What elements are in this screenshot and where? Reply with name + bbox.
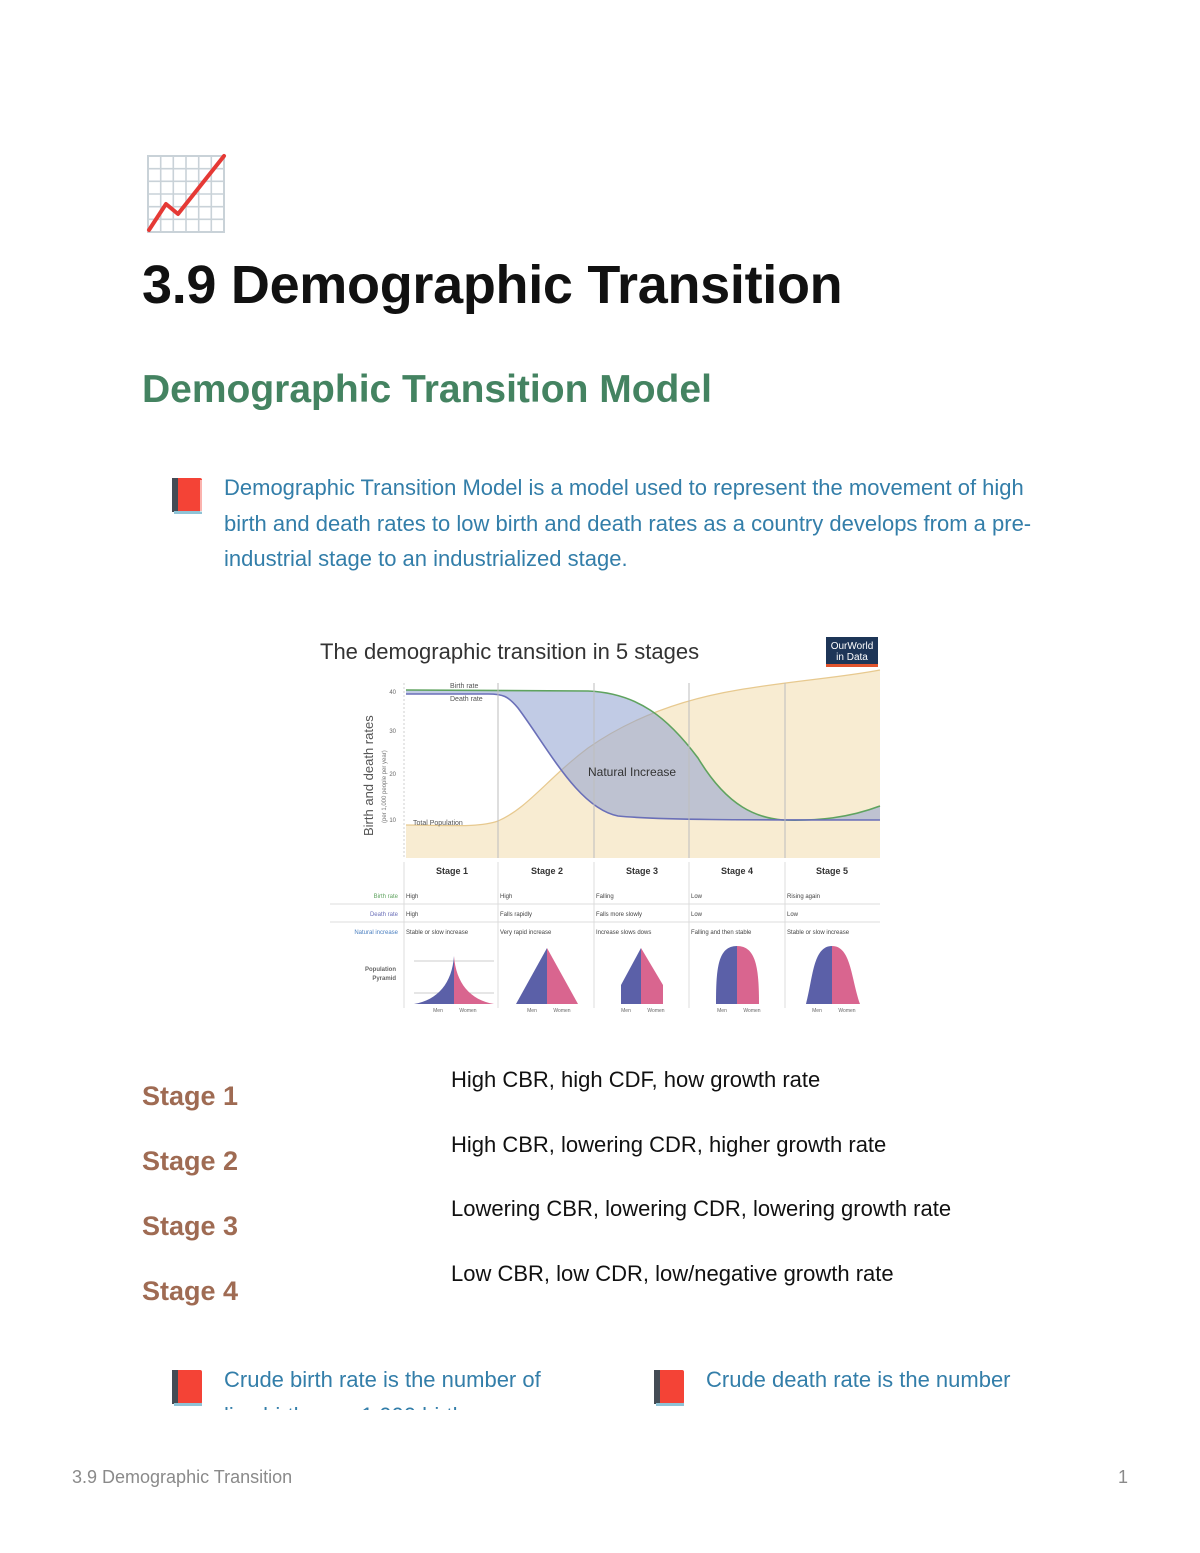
svg-text:Birth rate: Birth rate bbox=[450, 683, 479, 690]
callout-crude-death-rate: Crude death rate is the number bbox=[652, 1362, 1072, 1410]
svg-text:Stage 3: Stage 3 bbox=[626, 866, 658, 876]
callout-crude-birth-rate: Crude birth rate is the number of live b… bbox=[170, 1362, 590, 1410]
svg-text:Death rate: Death rate bbox=[370, 912, 399, 918]
svg-text:Stable or slow increase: Stable or slow increase bbox=[787, 930, 850, 936]
stage-label: Stage 4 bbox=[142, 1276, 239, 1306]
svg-text:Total Population: Total Population bbox=[413, 820, 463, 827]
figure-title: The demographic transition in 5 stages bbox=[320, 639, 699, 664]
svg-text:Women: Women bbox=[459, 1008, 476, 1014]
callout-definition: Demographic Transition Model is a model … bbox=[170, 470, 1050, 577]
svg-text:Falls more slowly: Falls more slowly bbox=[596, 912, 642, 918]
svg-text:Low: Low bbox=[691, 912, 703, 918]
demographic-transition-figure: The demographic transition in 5 stages O… bbox=[320, 637, 881, 1014]
owid-logo: OurWorld in Data bbox=[826, 637, 878, 667]
birth-rate-line bbox=[405, 689, 881, 821]
svg-text:20: 20 bbox=[389, 772, 396, 778]
svg-text:Women: Women bbox=[647, 1008, 664, 1014]
stage-description: High CBR, lowering CDR, higher growth ra… bbox=[451, 1132, 887, 1157]
stage-label: Stage 1 bbox=[142, 1081, 239, 1111]
svg-text:Birth and death rates: Birth and death rates bbox=[361, 715, 376, 836]
callout-text: Crude birth rate is the number of live b… bbox=[224, 1367, 541, 1410]
svg-text:Very rapid increase: Very rapid increase bbox=[500, 930, 552, 936]
red-book-icon bbox=[172, 1370, 202, 1406]
svg-text:30: 30 bbox=[389, 729, 396, 735]
chart-increasing-icon bbox=[147, 154, 226, 233]
svg-text:Men: Men bbox=[717, 1008, 727, 1014]
svg-text:Stable or slow increase: Stable or slow increase bbox=[406, 930, 469, 936]
footer-title: 3.9 Demographic Transition bbox=[72, 1467, 293, 1487]
svg-text:Men: Men bbox=[527, 1008, 537, 1014]
svg-text:40: 40 bbox=[389, 690, 396, 696]
svg-text:Men: Men bbox=[621, 1008, 631, 1014]
svg-text:Low: Low bbox=[787, 912, 799, 918]
svg-text:Stage 4: Stage 4 bbox=[721, 866, 753, 876]
svg-text:High: High bbox=[500, 894, 512, 900]
svg-text:Rising again: Rising again bbox=[787, 894, 820, 900]
callout-text: Demographic Transition Model is a model … bbox=[224, 475, 1032, 571]
svg-text:Increase slows dows: Increase slows dows bbox=[596, 930, 651, 936]
svg-text:Falls rapidly: Falls rapidly bbox=[500, 912, 532, 918]
svg-text:Stage 2: Stage 2 bbox=[531, 866, 563, 876]
svg-text:Men: Men bbox=[812, 1008, 822, 1014]
svg-text:Men: Men bbox=[433, 1008, 443, 1014]
red-book-icon bbox=[654, 1370, 684, 1406]
svg-text:10: 10 bbox=[389, 818, 396, 824]
stage-description: Lowering CBR, lowering CDR, lowering gro… bbox=[451, 1196, 952, 1221]
stage-description: High CBR, high CDF, how growth rate bbox=[451, 1067, 821, 1092]
svg-text:Death rate: Death rate bbox=[450, 696, 483, 703]
stage-description: Low CBR, low CDR, low/negative growth ra… bbox=[451, 1261, 894, 1286]
svg-text:Women: Women bbox=[553, 1008, 570, 1014]
page-title: 3.9 Demographic Transition bbox=[142, 255, 843, 315]
svg-text:Pyramid: Pyramid bbox=[372, 976, 396, 982]
red-book-icon bbox=[172, 478, 202, 514]
population-pyramids bbox=[414, 946, 860, 1004]
callout-text: Crude death rate is the number bbox=[706, 1367, 1011, 1392]
svg-text:High: High bbox=[406, 912, 418, 918]
svg-text:Stage 5: Stage 5 bbox=[816, 866, 848, 876]
natural-increase-area bbox=[406, 690, 880, 821]
svg-text:(per 1,000 people per year): (per 1,000 people per year) bbox=[382, 750, 388, 823]
death-rate-line bbox=[406, 693, 881, 821]
svg-text:Falling: Falling bbox=[596, 894, 614, 900]
page-number: 1 bbox=[1118, 1467, 1129, 1487]
svg-text:Birth rate: Birth rate bbox=[374, 894, 399, 900]
svg-text:Women: Women bbox=[838, 1008, 855, 1014]
svg-text:Stage 1: Stage 1 bbox=[436, 866, 468, 876]
stage-label: Stage 2 bbox=[142, 1146, 239, 1176]
svg-text:Natural increase: Natural increase bbox=[354, 930, 398, 936]
stage-label: Stage 3 bbox=[142, 1211, 239, 1241]
svg-text:Natural Increase: Natural Increase bbox=[588, 765, 676, 779]
svg-text:Low: Low bbox=[691, 894, 703, 900]
svg-text:Falling and then stable: Falling and then stable bbox=[691, 930, 752, 936]
svg-text:Population: Population bbox=[365, 967, 396, 973]
svg-text:Women: Women bbox=[743, 1008, 760, 1014]
svg-text:High: High bbox=[406, 894, 418, 900]
svg-text:in Data: in Data bbox=[836, 652, 868, 663]
svg-text:OurWorld: OurWorld bbox=[831, 641, 874, 652]
section-heading: Demographic Transition Model bbox=[142, 368, 712, 411]
